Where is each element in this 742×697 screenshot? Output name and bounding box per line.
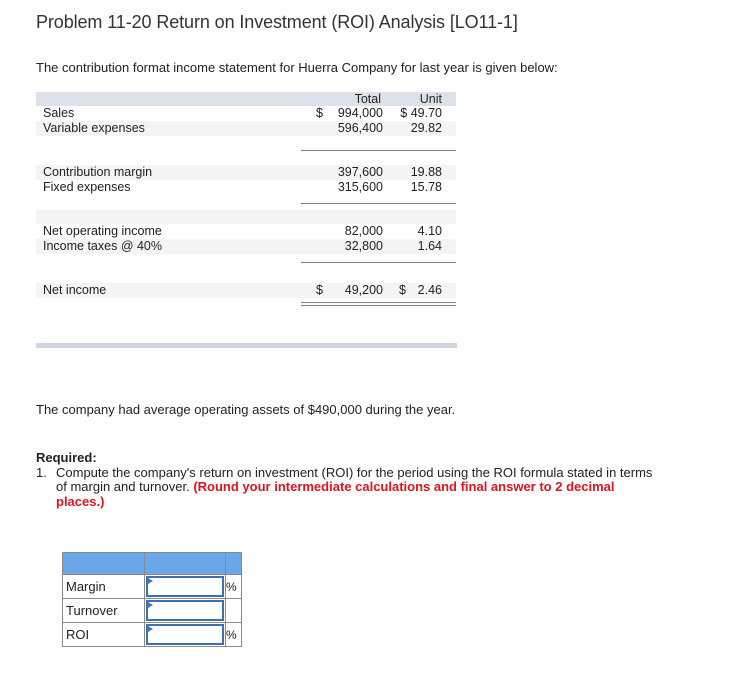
unit-label: % xyxy=(225,574,242,599)
total-value: 397,600 xyxy=(337,165,383,179)
intro-text: The contribution format income statement… xyxy=(36,60,558,75)
total-value: 32,800 xyxy=(344,239,383,253)
dollar-sign: $ xyxy=(316,283,323,297)
page-title: Problem 11-20 Return on Investment (ROI)… xyxy=(36,12,518,32)
answer-header-row xyxy=(62,552,242,575)
unit-value: 29.82 xyxy=(410,121,442,135)
unit-value: $ 49.70 xyxy=(400,106,442,120)
row-label: ROI xyxy=(62,622,145,647)
dollar-sign: $ xyxy=(399,283,406,297)
spacer xyxy=(36,254,456,283)
unit-value: 19.88 xyxy=(410,165,442,179)
roi-input[interactable] xyxy=(148,626,222,642)
statement-header-row: Total Unit xyxy=(36,92,456,106)
dollar-sign: $ xyxy=(316,106,323,120)
statement-row-contribution-margin: Contribution margin 397,600 19.88 xyxy=(36,165,456,180)
question-number: 1. xyxy=(36,464,47,480)
statement-row-net-operating-income: Net operating income 82,000 4.10 xyxy=(36,224,456,239)
required-heading: Required: xyxy=(36,450,97,465)
answer-row-margin: Margin % xyxy=(62,574,242,599)
unit-value: 4.10 xyxy=(417,224,442,238)
total-value: 596,400 xyxy=(337,121,383,135)
unit-value: 2.46 xyxy=(417,283,442,297)
turnover-input[interactable] xyxy=(148,602,222,618)
total-value: 315,600 xyxy=(337,180,383,194)
row-label: Variable expenses xyxy=(43,121,145,135)
unit-label: % xyxy=(225,622,242,647)
subtotal-line xyxy=(301,262,456,263)
unit-value: 15.78 xyxy=(410,180,442,194)
question-body: Compute the company's return on investme… xyxy=(56,464,653,494)
double-underline-top xyxy=(301,302,456,303)
required-section: Required: 1. Compute the company's retur… xyxy=(36,450,676,510)
statement-row-net-income: Net income $ 49,200 $ 2.46 xyxy=(36,283,456,298)
row-label: Net income xyxy=(43,283,107,297)
unit-label xyxy=(225,598,242,623)
row-label: Sales xyxy=(43,106,75,120)
unit-header: Unit xyxy=(419,92,442,106)
statement-row-fixed-expenses: Fixed expenses 315,600 15.78 xyxy=(36,180,456,195)
total-value: 82,000 xyxy=(344,224,383,238)
statement-row-sales: Sales $ 994,000 $ 49.70 xyxy=(36,106,456,121)
double-underline-bottom xyxy=(301,305,456,306)
spacer xyxy=(36,195,456,224)
answer-table: Margin % Turnover ROI % xyxy=(62,552,242,647)
row-label: Margin xyxy=(62,574,145,599)
question-text: Compute the company's return on investme… xyxy=(56,464,666,510)
subtotal-line xyxy=(301,203,456,204)
spacer xyxy=(36,136,456,165)
rounding-instruction: (Round your intermediate calculations an… xyxy=(56,479,615,509)
statement-row-variable-expenses: Variable expenses 596,400 29.82 xyxy=(36,121,456,136)
row-label: Contribution margin xyxy=(43,165,153,179)
unit-value: 1.64 xyxy=(417,239,442,253)
answer-row-turnover: Turnover xyxy=(62,598,242,623)
answer-row-roi: ROI % xyxy=(62,622,242,647)
total-header: Total xyxy=(354,92,381,106)
margin-input[interactable] xyxy=(148,578,222,594)
input-flag-icon xyxy=(148,602,153,608)
statement-row-income-taxes: Income taxes @ 40% 32,800 1.64 xyxy=(36,239,456,254)
section-divider xyxy=(36,343,457,348)
row-label: Fixed expenses xyxy=(43,180,131,194)
row-label: Net operating income xyxy=(43,224,162,238)
row-label: Income taxes @ 40% xyxy=(43,239,162,253)
total-value: 49,200 xyxy=(344,283,383,297)
assets-text: The company had average operating assets… xyxy=(36,402,456,417)
row-label: Turnover xyxy=(62,598,145,623)
input-flag-icon xyxy=(148,578,153,584)
income-statement: Total Unit Sales $ 994,000 $ 49.70 Varia… xyxy=(36,92,456,327)
subtotal-line xyxy=(301,150,456,151)
input-flag-icon xyxy=(148,626,153,632)
spacer xyxy=(36,298,456,327)
total-value: 994,000 xyxy=(337,106,383,120)
